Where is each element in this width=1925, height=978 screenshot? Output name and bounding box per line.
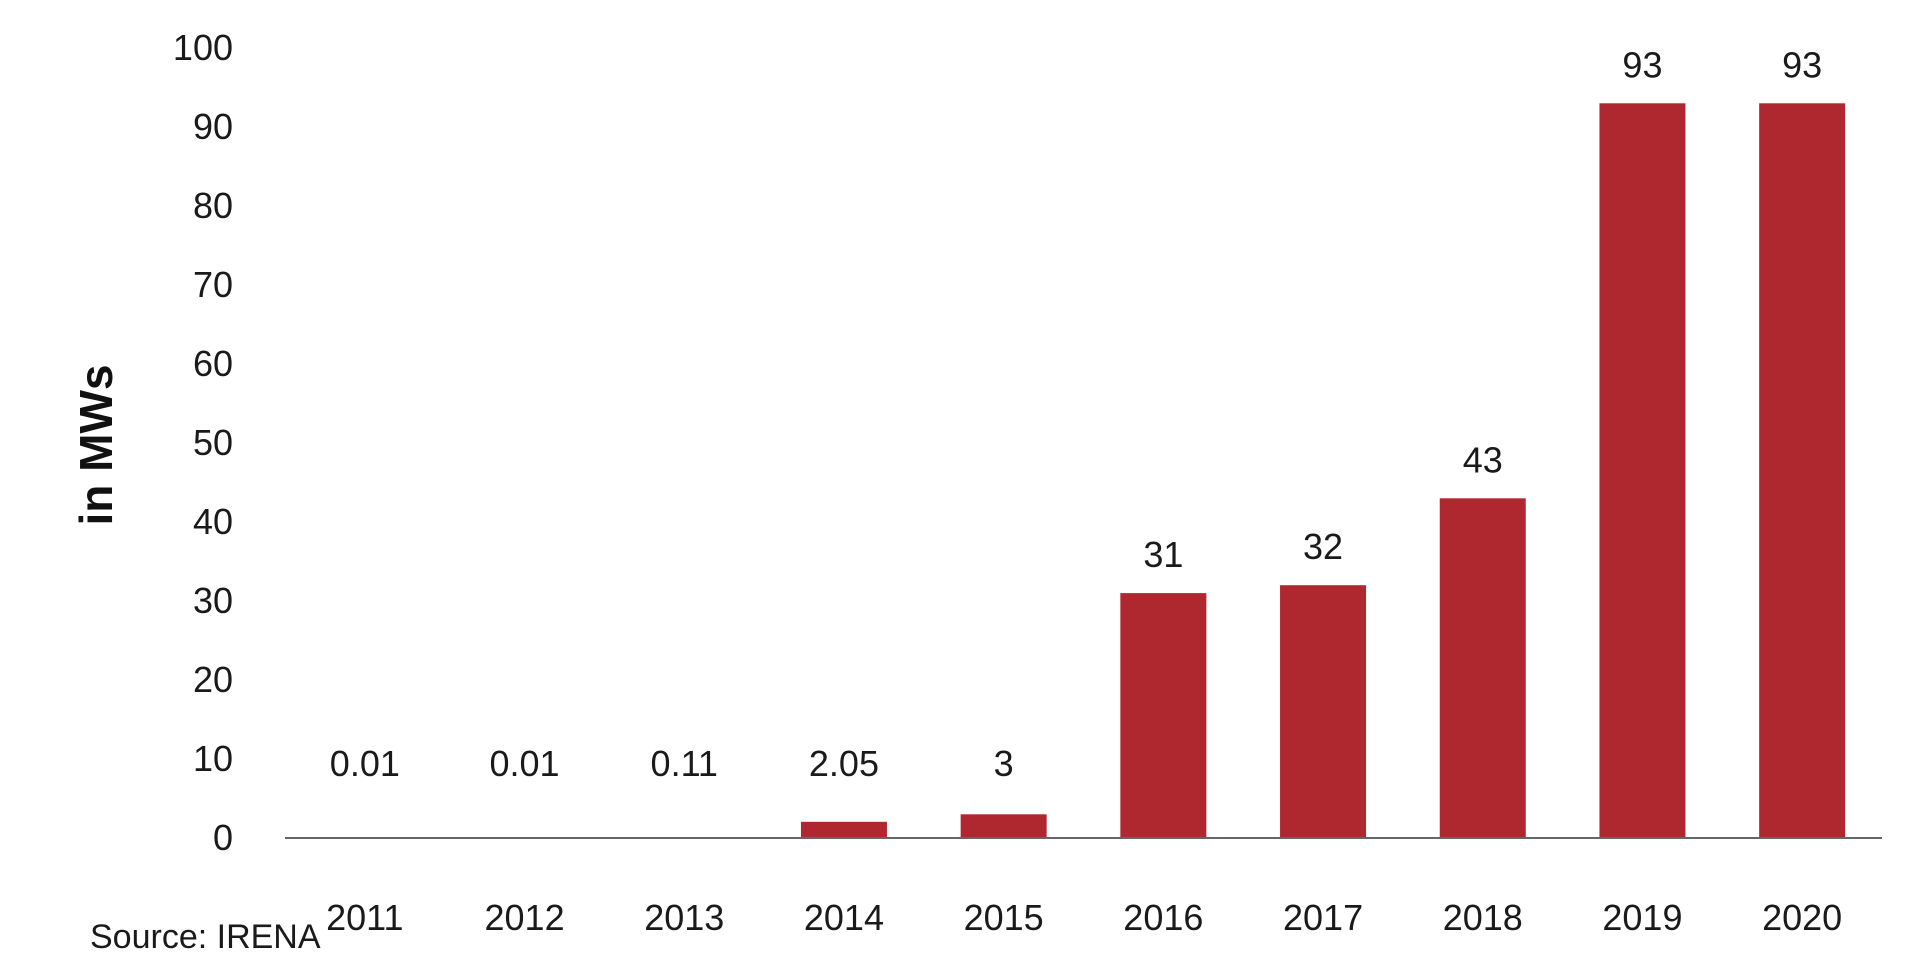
y-tick-label: 10 bbox=[193, 738, 233, 779]
x-tick-label: 2012 bbox=[485, 897, 565, 938]
bar bbox=[1439, 498, 1526, 838]
x-tick-label: 2018 bbox=[1443, 897, 1523, 938]
data-label: 0.01 bbox=[330, 743, 400, 784]
y-axis-title: in MWs bbox=[70, 365, 122, 526]
data-label: 3 bbox=[994, 743, 1014, 784]
x-tick-label: 2014 bbox=[804, 897, 884, 938]
data-label: 43 bbox=[1463, 439, 1503, 480]
x-tick-label: 2011 bbox=[326, 897, 403, 938]
y-tick-label: 40 bbox=[193, 501, 233, 542]
y-tick-label: 100 bbox=[173, 27, 233, 68]
x-tick-label: 2013 bbox=[644, 897, 724, 938]
y-tick-label: 90 bbox=[193, 106, 233, 147]
bar bbox=[800, 821, 887, 838]
y-tick-label: 60 bbox=[193, 343, 233, 384]
y-tick-label: 0 bbox=[213, 817, 233, 858]
bar bbox=[960, 814, 1047, 838]
bar bbox=[1280, 585, 1367, 838]
y-tick-label: 50 bbox=[193, 422, 233, 463]
x-tick-label: 2015 bbox=[964, 897, 1044, 938]
data-label: 93 bbox=[1622, 44, 1662, 85]
x-tick-label: 2016 bbox=[1123, 897, 1203, 938]
y-axis-ticks: 0 10 20 30 40 50 60 70 80 90 100 bbox=[173, 27, 233, 858]
data-label: 0.01 bbox=[490, 743, 560, 784]
data-labels: 0.01 0.01 0.11 2.05 3 31 32 43 93 93 bbox=[330, 44, 1822, 784]
bar bbox=[1120, 593, 1207, 838]
y-tick-label: 70 bbox=[193, 264, 233, 305]
y-tick-label: 20 bbox=[193, 659, 233, 700]
data-label: 32 bbox=[1303, 526, 1343, 567]
y-tick-label: 80 bbox=[193, 185, 233, 226]
bar bbox=[1599, 103, 1686, 839]
bars bbox=[321, 103, 1846, 839]
x-tick-label: 2017 bbox=[1283, 897, 1363, 938]
data-label: 93 bbox=[1782, 44, 1822, 85]
x-tick-label: 2019 bbox=[1602, 897, 1682, 938]
source-note: Source: IRENA bbox=[90, 918, 321, 956]
data-label: 2.05 bbox=[809, 743, 879, 784]
data-label: 0.11 bbox=[651, 743, 718, 784]
data-label: 31 bbox=[1143, 534, 1183, 575]
bar bbox=[1759, 103, 1846, 839]
x-axis-ticks: 2011 2012 2013 2014 2015 2016 2017 2018 2019 2020 bbox=[326, 897, 1842, 938]
x-tick-label: 2020 bbox=[1762, 897, 1842, 938]
y-tick-label: 30 bbox=[193, 580, 233, 621]
